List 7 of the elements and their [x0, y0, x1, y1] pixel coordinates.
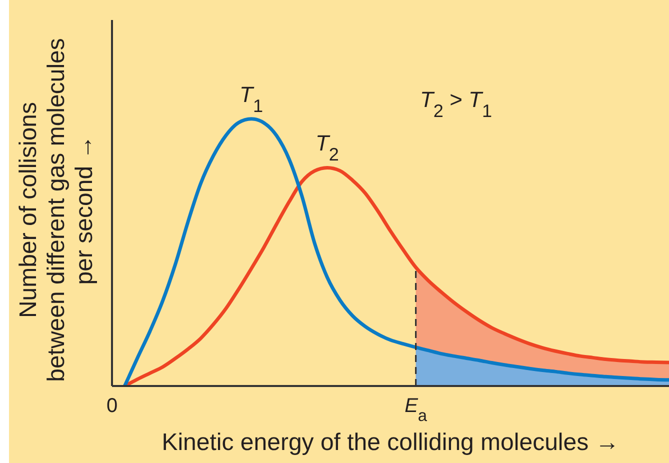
y-axis-title: Number of collisions between different gas molecules per second → — [15, 38, 98, 382]
series-label: T$_{2}$ — [315, 130, 339, 165]
annotation: T$_{2}$ > T$_{1}$ — [420, 87, 492, 121]
series-label: T$_{1}$ — [240, 82, 263, 116]
x-tick-label: 0 — [106, 395, 118, 417]
x-tick-label: E$_{a}$ — [404, 395, 428, 425]
x-axis-title: Kinetic energy of the colliding molecules → — [162, 429, 620, 456]
